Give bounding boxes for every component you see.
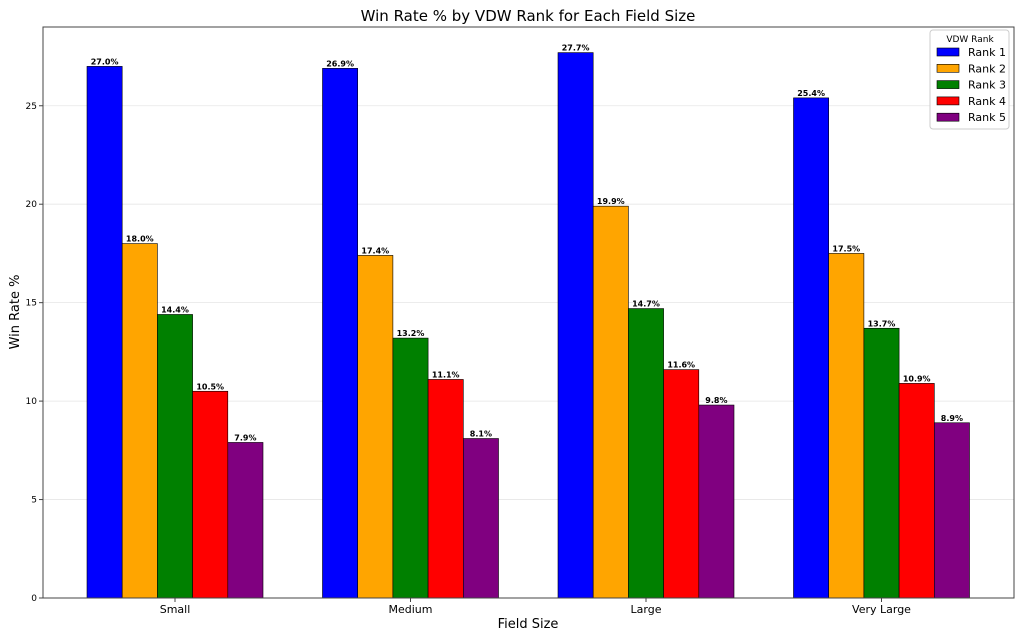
legend-item-label: Rank 5 — [968, 111, 1006, 124]
x-tick-label: Small — [160, 603, 191, 616]
bar — [557, 52, 594, 599]
y-tick-label: 10 — [26, 397, 38, 407]
bar — [462, 438, 499, 599]
bar-value-label: 17.5% — [832, 244, 860, 253]
legend-swatch — [936, 96, 960, 106]
bar-value-label: 11.1% — [432, 370, 460, 379]
bar-value-label: 17.4% — [361, 246, 389, 255]
bar-value-label: 9.8% — [705, 396, 727, 405]
bar — [828, 253, 865, 599]
bar — [392, 337, 429, 599]
bar-value-label: 25.4% — [797, 89, 825, 98]
bar — [86, 66, 123, 599]
plot-frame — [42, 26, 1015, 599]
bar-value-label: 10.5% — [196, 382, 224, 391]
bar — [192, 390, 229, 599]
bar-value-label: 10.9% — [903, 374, 931, 383]
bar-value-label: 11.6% — [667, 361, 695, 370]
bar-value-label: 18.0% — [126, 235, 154, 244]
legend: VDW Rank Rank 1 Rank 2 Rank 3 Rank 4 Rank 5 — [929, 29, 1010, 130]
x-tick-label: Very Large — [852, 603, 911, 616]
legend-item-label: Rank 1 — [968, 46, 1006, 59]
legend-items: Rank 1 Rank 2 Rank 3 Rank 4 Rank 5 — [936, 46, 1006, 124]
y-axis-label: Win Rate % — [8, 275, 23, 350]
bar-value-label: 13.7% — [868, 319, 896, 328]
bar — [121, 243, 158, 599]
bar — [698, 404, 735, 599]
legend-item-label: Rank 2 — [968, 62, 1006, 75]
legend-swatch — [936, 80, 960, 89]
x-axis-label: Field Size — [498, 617, 559, 632]
bar — [427, 379, 464, 599]
y-tick-label: 5 — [31, 496, 37, 506]
legend-item-label: Rank 4 — [968, 95, 1006, 108]
chart-title: Win Rate % by VDW Rank for Each Field Si… — [361, 7, 696, 25]
x-axis: Small Medium Large Very Large — [160, 598, 911, 616]
bar — [898, 383, 935, 599]
legend-swatch — [936, 47, 960, 57]
bar-value-label: 14.4% — [161, 305, 189, 314]
bar-value-label: 27.0% — [91, 57, 119, 66]
y-tick-label: 0 — [31, 594, 37, 604]
bar-value-label: 27.7% — [562, 44, 590, 53]
bar — [157, 314, 193, 599]
x-tick-label: Large — [631, 603, 662, 616]
bar-value-label: 26.9% — [326, 59, 354, 68]
bar — [592, 205, 629, 599]
legend-item-label: Rank 3 — [968, 79, 1006, 92]
bar — [863, 327, 900, 599]
bar — [357, 255, 394, 599]
bar-value-label: 19.9% — [597, 197, 625, 206]
data-labels: 27.0% 18.0% 14.4% 10.5% 7.9% 26.9% 17.4% 13.2% 1… — [91, 44, 963, 443]
bar-value-label: 8.1% — [470, 430, 492, 439]
legend-swatch — [936, 64, 960, 73]
bar — [793, 97, 830, 599]
bar — [227, 442, 264, 599]
x-tick-label: Medium — [389, 603, 433, 616]
bar — [663, 369, 700, 599]
bar-value-label: 7.9% — [234, 433, 256, 442]
y-tick-label: 25 — [26, 102, 37, 112]
y-axis: 0 5 10 15 20 25 — [26, 102, 43, 604]
bar — [628, 308, 664, 599]
legend-swatch — [936, 112, 960, 122]
bar — [933, 422, 970, 599]
legend-title: VDW Rank — [946, 35, 994, 45]
bars — [86, 52, 970, 599]
y-tick-label: 20 — [26, 200, 38, 210]
bar-value-label: 8.9% — [941, 414, 963, 423]
bar-value-label: 13.2% — [397, 329, 425, 338]
bar — [322, 68, 359, 599]
y-tick-label: 15 — [26, 299, 37, 309]
bar-value-label: 14.7% — [632, 300, 660, 309]
